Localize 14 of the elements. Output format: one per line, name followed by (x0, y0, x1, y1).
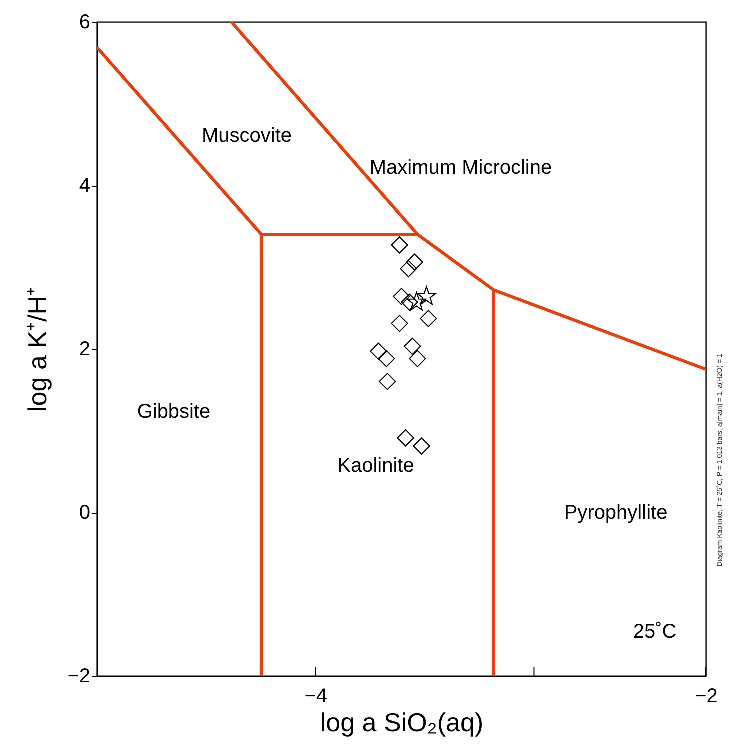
y-tick-label: 2 (79, 338, 90, 360)
annotation: 25˚C (633, 621, 677, 643)
y-tick-label: 4 (79, 175, 90, 197)
annotation: Pyrophyllite (564, 502, 668, 524)
y-tick-label: −2 (68, 666, 90, 688)
y-tick-label: 0 (79, 502, 90, 524)
x-axis-title: log a SiO₂(aq) (320, 708, 484, 738)
annotation: Muscovite (202, 125, 292, 147)
x-tick-label: −4 (304, 686, 328, 708)
annotation: Kaolinite (338, 455, 414, 477)
annotation: Gibbsite (137, 401, 211, 423)
y-axis-title: log a K⁺/H⁺ (22, 287, 53, 412)
y-tick-label: 6 (79, 12, 90, 34)
annotation: Maximum Microcline (370, 157, 552, 179)
